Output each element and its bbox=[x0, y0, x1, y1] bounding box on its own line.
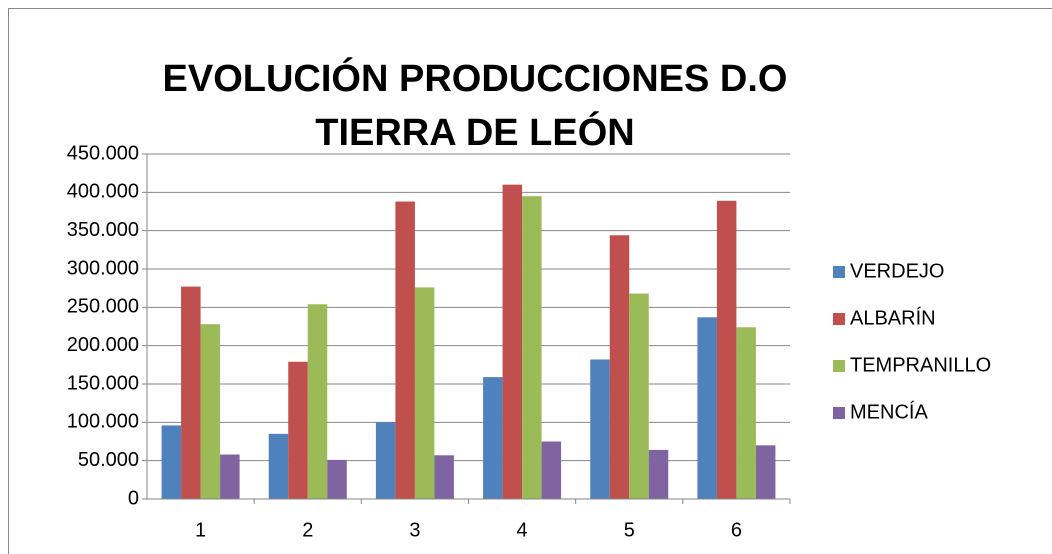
legend-swatch bbox=[833, 407, 845, 419]
y-tick-label: 300.000 bbox=[67, 257, 139, 279]
bar bbox=[414, 287, 435, 499]
legend-swatch bbox=[833, 313, 845, 325]
y-tick-label: 250.000 bbox=[67, 296, 139, 318]
bar bbox=[395, 201, 415, 500]
bar bbox=[755, 445, 776, 499]
bar bbox=[697, 317, 717, 499]
bar bbox=[716, 200, 737, 499]
y-tick-label: 400.000 bbox=[67, 181, 139, 203]
bar bbox=[288, 361, 308, 499]
x-tick-label: 1 bbox=[195, 519, 206, 541]
bar bbox=[220, 454, 240, 499]
legend-swatch bbox=[833, 360, 845, 372]
bar bbox=[483, 377, 503, 499]
x-tick-label: 3 bbox=[409, 519, 420, 541]
bar bbox=[161, 425, 182, 499]
bar bbox=[327, 459, 347, 499]
y-tick-label: 100.000 bbox=[67, 411, 139, 433]
bar bbox=[648, 449, 669, 499]
y-tick-label: 200.000 bbox=[67, 334, 139, 356]
bar bbox=[375, 422, 396, 499]
legend-swatch bbox=[833, 266, 845, 278]
bar bbox=[590, 359, 610, 499]
y-tick-label: 150.000 bbox=[67, 372, 139, 394]
bar bbox=[434, 455, 454, 499]
bar bbox=[200, 324, 221, 499]
y-tick-label: 0 bbox=[128, 487, 139, 509]
bar bbox=[307, 304, 328, 499]
bar bbox=[502, 184, 523, 499]
y-tick-label: 450.000 bbox=[67, 142, 139, 164]
bar bbox=[736, 327, 756, 499]
bar bbox=[268, 433, 289, 499]
x-tick-label: 2 bbox=[302, 519, 313, 541]
legend-label: ALBARÍN bbox=[850, 306, 936, 329]
x-tick-label: 5 bbox=[624, 519, 635, 541]
legend-label: TEMPRANILLO bbox=[850, 354, 991, 376]
chart-title: EVOLUCIÓN PRODUCCIONES D.O TIERRA DE LEÓ… bbox=[162, 58, 788, 154]
x-tick-label: 6 bbox=[731, 519, 742, 541]
legend-label: MENCÍA bbox=[850, 400, 928, 423]
y-tick-label: 50.000 bbox=[78, 449, 139, 471]
x-tick-label: 4 bbox=[517, 519, 528, 541]
bar bbox=[541, 441, 562, 499]
chart-frame bbox=[8, 8, 1052, 554]
bar bbox=[629, 293, 649, 499]
legend-label: VERDEJO bbox=[850, 260, 944, 282]
bar bbox=[522, 196, 542, 499]
y-tick-label: 350.000 bbox=[67, 219, 139, 241]
bar bbox=[609, 235, 630, 499]
bar bbox=[181, 286, 201, 499]
